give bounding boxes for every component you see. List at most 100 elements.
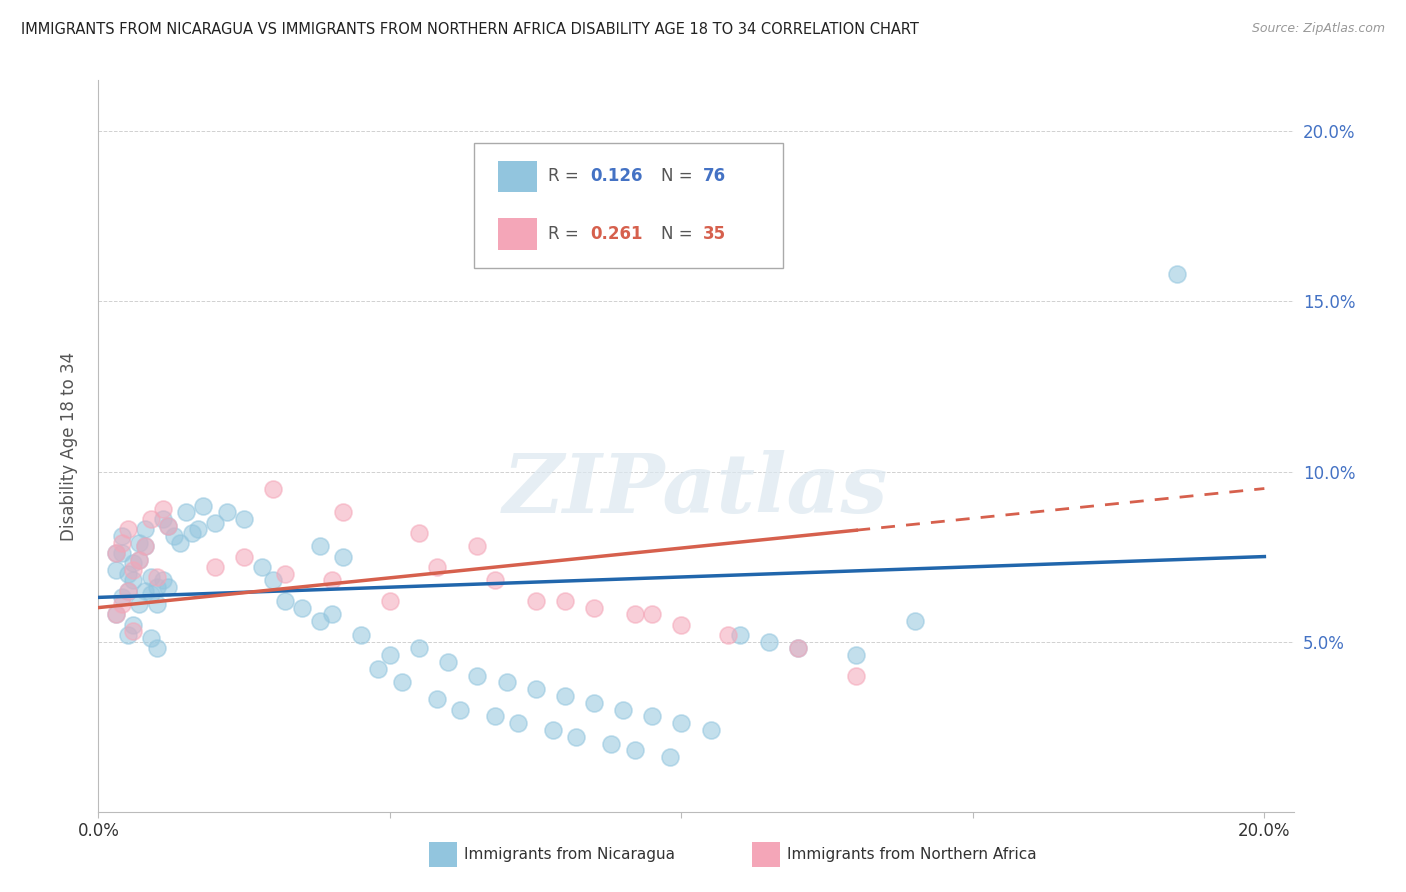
Point (128, 553, 150, 567)
Bar (498, 219, 537, 251)
Point (104, 607, 127, 622)
Point (145, 641, 167, 656)
Point (157, 519, 180, 533)
Point (449, 703, 471, 717)
Point (350, 628, 373, 642)
Point (671, 716, 693, 731)
FancyBboxPatch shape (474, 143, 783, 268)
Point (408, 525, 430, 540)
Point (425, 559, 447, 574)
Bar (752, 842, 780, 867)
Point (204, 559, 226, 574)
Point (484, 709, 506, 723)
Point (111, 546, 134, 560)
Point (508, 716, 530, 731)
Point (554, 689, 576, 703)
Point (309, 614, 332, 628)
Point (623, 743, 645, 757)
Point (111, 529, 134, 543)
Point (641, 709, 664, 723)
Point (541, 723, 564, 737)
Point (582, 696, 605, 710)
Point (174, 505, 197, 519)
Point (758, 634, 780, 648)
Point (699, 723, 721, 737)
Point (524, 682, 547, 697)
Point (145, 570, 167, 584)
Text: N =: N = (661, 226, 697, 244)
Point (600, 737, 623, 751)
Point (250, 559, 273, 574)
Point (623, 607, 645, 622)
Point (204, 516, 226, 530)
Point (152, 502, 174, 516)
Point (554, 594, 576, 608)
Point (122, 563, 145, 577)
Point (291, 600, 314, 615)
Point (321, 607, 343, 622)
Point (139, 587, 162, 601)
Y-axis label: Disability Age 18 to 34: Disability Age 18 to 34 (59, 351, 77, 541)
Point (367, 662, 389, 676)
Point (186, 522, 208, 536)
Bar (498, 161, 537, 193)
Point (332, 505, 354, 519)
Point (845, 668, 868, 682)
Point (425, 692, 447, 706)
Point (717, 628, 740, 642)
Text: 0.261: 0.261 (591, 226, 643, 244)
Text: Immigrants from Nicaragua: Immigrants from Nicaragua (464, 847, 675, 862)
Point (233, 512, 256, 526)
Text: 35: 35 (703, 226, 725, 244)
Point (332, 549, 354, 564)
Point (134, 583, 156, 598)
Point (612, 703, 634, 717)
Point (139, 570, 162, 584)
Point (408, 641, 430, 656)
Point (128, 536, 150, 550)
Text: N =: N = (661, 168, 697, 186)
Point (193, 499, 215, 513)
Point (122, 617, 145, 632)
Point (163, 529, 186, 543)
Point (845, 648, 868, 663)
Point (180, 525, 202, 540)
Point (787, 641, 810, 656)
Text: R =: R = (548, 168, 585, 186)
Point (565, 730, 588, 744)
Point (495, 233, 517, 247)
Point (641, 607, 664, 622)
Point (169, 536, 191, 550)
Point (391, 675, 413, 690)
Point (139, 631, 162, 645)
Point (134, 540, 156, 554)
Point (233, 549, 256, 564)
Text: Immigrants from Northern Africa: Immigrants from Northern Africa (787, 847, 1038, 862)
Text: Source: ZipAtlas.com: Source: ZipAtlas.com (1251, 22, 1385, 36)
Point (122, 624, 145, 639)
Point (104, 563, 127, 577)
Text: IMMIGRANTS FROM NICARAGUA VS IMMIGRANTS FROM NORTHERN AFRICA DISABILITY AGE 18 T: IMMIGRANTS FROM NICARAGUA VS IMMIGRANTS … (21, 22, 920, 37)
Point (378, 648, 401, 663)
Point (111, 536, 134, 550)
Point (104, 546, 127, 560)
Point (903, 614, 925, 628)
Point (321, 574, 343, 588)
Text: 76: 76 (703, 168, 725, 186)
Bar (429, 842, 457, 867)
Point (117, 583, 139, 598)
Point (467, 540, 489, 554)
Point (134, 540, 156, 554)
Point (157, 519, 180, 533)
Point (152, 512, 174, 526)
Point (274, 594, 297, 608)
Point (671, 617, 693, 632)
Point (437, 655, 460, 669)
Point (309, 540, 332, 554)
Point (152, 574, 174, 588)
Point (787, 641, 810, 656)
Point (524, 594, 547, 608)
Point (128, 553, 150, 567)
Text: R =: R = (548, 226, 585, 244)
Point (122, 557, 145, 571)
